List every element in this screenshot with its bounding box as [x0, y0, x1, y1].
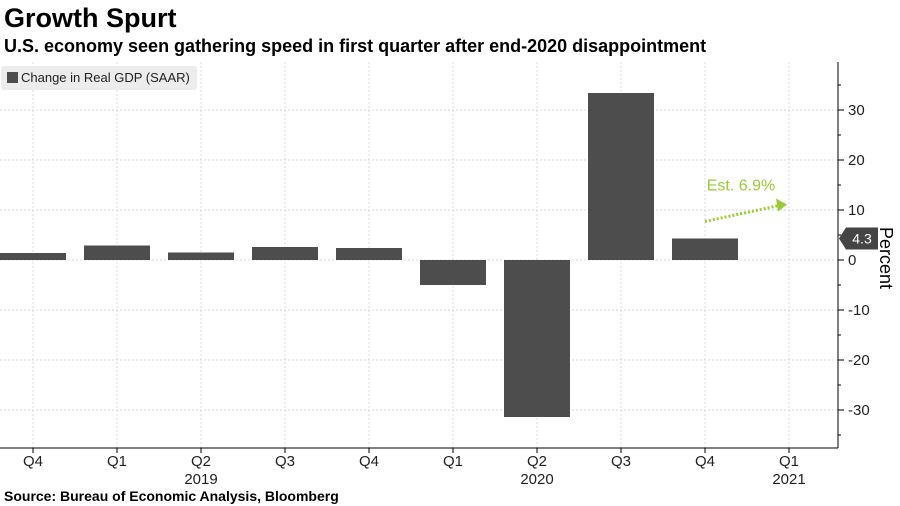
annotations: 4.3 Est. 6.9%: [704, 178, 878, 250]
bar: [420, 260, 486, 285]
bar: [252, 247, 318, 260]
x-year-label: 2019: [184, 471, 217, 488]
source-note: Source: Bureau of Economic Analysis, Blo…: [4, 488, 339, 504]
bar: [504, 260, 570, 417]
bar: [672, 238, 738, 260]
y-tick-label: 0: [848, 252, 856, 269]
x-tick-label: Q1: [443, 453, 463, 470]
x-year-label: 2020: [520, 471, 553, 488]
badge-shape: [839, 227, 878, 250]
chart-subtitle: U.S. economy seen gathering speed in fir…: [4, 36, 707, 56]
y-axis: -30 -20 -10 0 10 20 30: [837, 62, 870, 448]
bars: [0, 93, 738, 417]
estimate-arrow-head: [776, 198, 787, 212]
x-tick-label: Q4: [695, 453, 715, 470]
estimate-arrow-line: [704, 204, 780, 223]
bar: [0, 253, 66, 260]
bar: [168, 252, 234, 260]
badge-label: 4.3: [852, 231, 872, 247]
x-tick-label: Q2: [191, 453, 211, 470]
y-tick-label: 20: [848, 152, 865, 169]
x-tick-label: Q4: [359, 453, 379, 470]
x-tick-label: Q1: [779, 453, 799, 470]
last-value-badge: 4.3: [839, 227, 878, 250]
legend: Change in Real GDP (SAAR): [1, 66, 197, 90]
y-tick-label: -20: [848, 352, 870, 369]
bar: [588, 93, 654, 260]
x-tick-label: Q4: [23, 453, 43, 470]
y-tick-label: -30: [848, 402, 870, 419]
legend-label: Change in Real GDP (SAAR): [21, 70, 190, 85]
bar: [336, 248, 402, 260]
x-tick-label: Q2: [527, 453, 547, 470]
x-tick-label: Q3: [275, 453, 295, 470]
y-axis-label: Percent: [876, 227, 896, 289]
estimate-annotation: Est. 6.9%: [704, 178, 787, 223]
chart-title: Growth Spurt: [4, 3, 177, 33]
legend-swatch: [7, 72, 18, 83]
y-tick-label: -10: [848, 302, 870, 319]
x-year-label: 2021: [772, 471, 805, 488]
y-tick-label: 10: [848, 202, 865, 219]
estimate-label: Est. 6.9%: [707, 178, 775, 195]
bar: [84, 245, 150, 260]
y-tick-label: 30: [848, 102, 865, 119]
x-axis: Q4 Q1 Q2 Q3 Q4 Q1 Q2 Q3 Q4 Q1 2019 2020 2021: [0, 447, 838, 488]
legend-box: [1, 66, 197, 90]
x-tick-label: Q1: [107, 453, 127, 470]
x-tick-label: Q3: [611, 453, 631, 470]
